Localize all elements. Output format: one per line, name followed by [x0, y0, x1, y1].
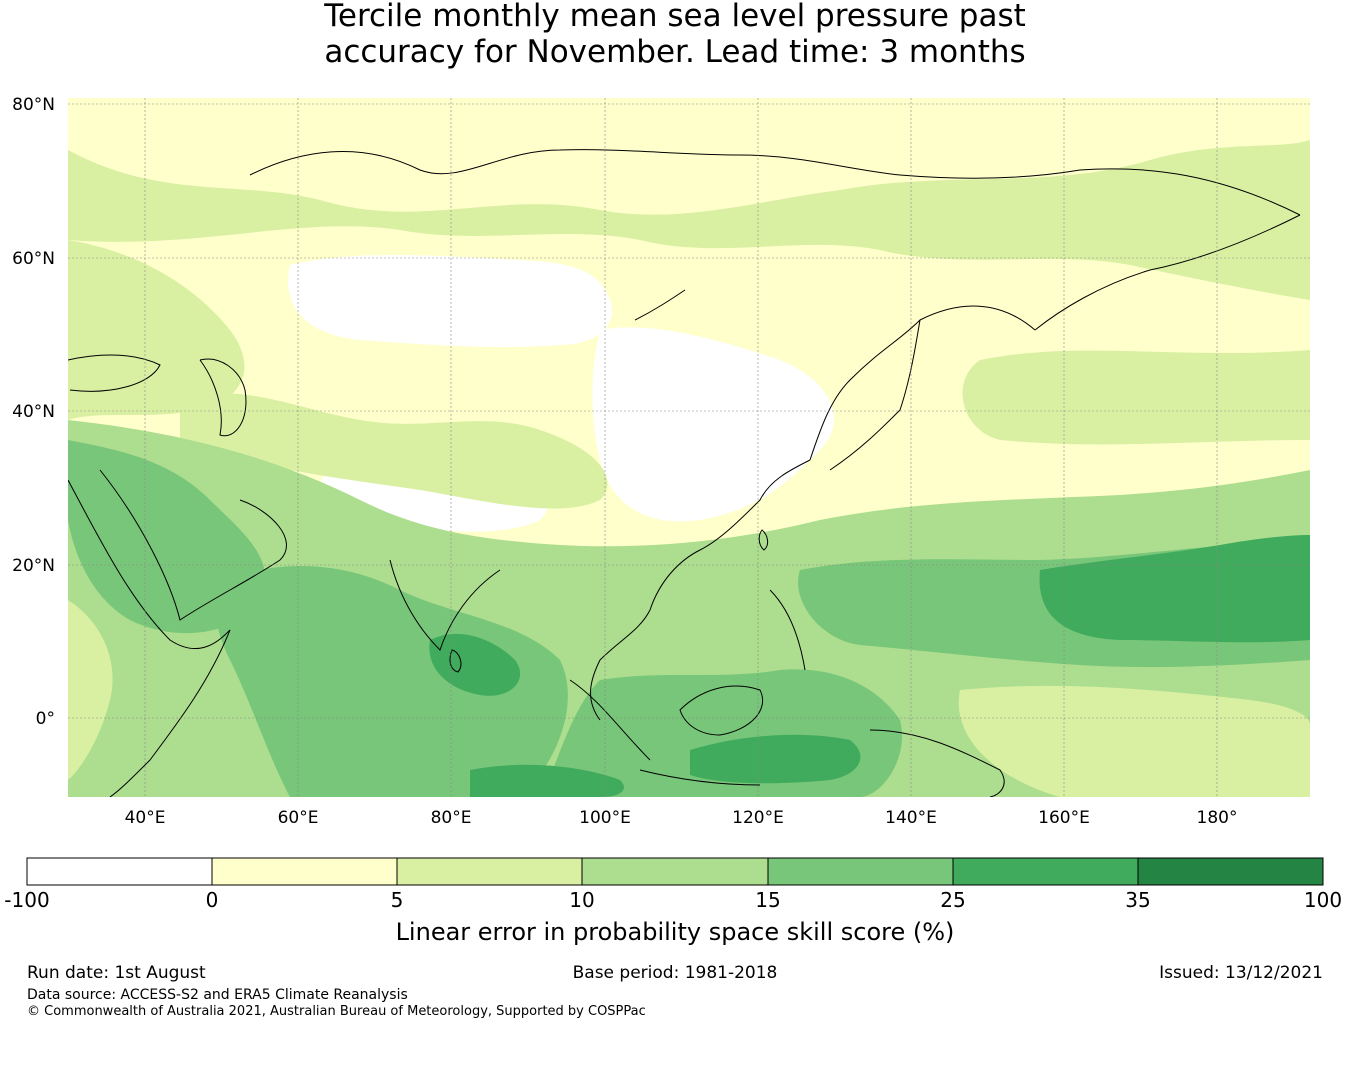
- coastline-china: [649, 459, 811, 611]
- chart-title-line-2: accuracy for November. Lead time: 3 mont…: [324, 34, 1026, 70]
- run-date: Run date: 1st August: [27, 963, 206, 983]
- region-arabia-light: [68, 600, 113, 780]
- coastline-sumatra: [569, 679, 651, 761]
- colorbar-tick-label: 25: [940, 888, 965, 912]
- coastline-new-guinea: [869, 729, 1005, 797]
- region-siberia-band: [68, 140, 1310, 300]
- region-arabia: [68, 440, 266, 634]
- region-equatorial-pacific: [958, 685, 1310, 797]
- coastlines: [68, 149, 1301, 797]
- region-japan-band: [962, 350, 1310, 445]
- colorbar-tick-label: 10: [569, 888, 594, 912]
- region-west-russia: [68, 240, 245, 420]
- colorbar-frame: [26, 857, 1324, 886]
- region-north-china-white: [592, 327, 835, 522]
- colorbar-swatch-6: [953, 858, 1138, 885]
- lon-label-120e: 120°E: [732, 808, 784, 828]
- coastline-arctic: [249, 149, 1301, 216]
- colorbar-swatch-7: [1138, 858, 1323, 885]
- coastline-java: [639, 769, 761, 786]
- colorbar-swatch-3: [397, 858, 582, 885]
- base-period: Base period: 1981-2018: [572, 963, 778, 983]
- copyright: © Commonwealth of Australia 2021, Austra…: [27, 1004, 646, 1019]
- coastline-lake-baikal: [634, 289, 686, 321]
- colorbar-swatch-2: [212, 858, 397, 885]
- lon-label-80e: 80°E: [431, 808, 472, 828]
- lat-label-80n: 80°N: [12, 95, 55, 115]
- colorbar-tick-label: 0: [206, 888, 219, 912]
- region-indonesia-sea: [690, 734, 861, 784]
- issued-date: Issued: 13/12/2021: [1159, 963, 1323, 983]
- colorbar-tick-label: 100: [1304, 888, 1342, 912]
- colorbar-tick-label: -100: [4, 888, 49, 912]
- region-central-pacific: [1039, 535, 1310, 643]
- graticule: [68, 98, 1310, 797]
- colorbar-tick-label: 15: [755, 888, 780, 912]
- lat-label-0: 0°: [36, 709, 55, 729]
- coastline-taiwan: [758, 529, 769, 551]
- data-source: Data source: ACCESS-S2 and ERA5 Climate …: [27, 987, 408, 1003]
- lon-label-40e: 40°E: [125, 808, 166, 828]
- lon-label-100e: 100°E: [579, 808, 631, 828]
- coastline-japan: [829, 319, 921, 471]
- colorbar-swatch-1: [27, 858, 212, 885]
- coastline-black-sea: [68, 354, 161, 392]
- colorbar-tick-label: 5: [391, 888, 404, 912]
- coastline-borneo: [679, 685, 764, 736]
- lon-label-140e: 140°E: [885, 808, 937, 828]
- region-south-sea: [470, 764, 624, 797]
- region-bay-of-bengal: [429, 633, 521, 696]
- colorbar-title: Linear error in probability space skill …: [396, 918, 955, 946]
- colorbar-swatch-4: [582, 858, 768, 885]
- chart-title-line-1: Tercile monthly mean sea level pressure …: [324, 0, 1026, 34]
- lon-label-60e: 60°E: [278, 808, 319, 828]
- colorbar-dividers: [211, 858, 1139, 885]
- lon-label-180: 180°: [1197, 808, 1238, 828]
- lat-label-20n: 20°N: [12, 556, 55, 576]
- skill-field: [68, 98, 1310, 797]
- lon-label-160e: 160°E: [1038, 808, 1090, 828]
- coastline-india: [389, 559, 501, 651]
- coastline-sri-lanka: [449, 649, 462, 673]
- lat-label-60n: 60°N: [12, 249, 55, 269]
- lat-label-40n: 40°N: [12, 402, 55, 422]
- colorbar-swatch-5: [768, 858, 953, 885]
- region-midlat-green: [180, 393, 608, 509]
- colorbar-tick-label: 35: [1125, 888, 1150, 912]
- coastline-pacific-east: [809, 214, 1301, 461]
- region-indian-ocean: [214, 566, 568, 797]
- coastline-philippines: [769, 589, 806, 671]
- coastline-caspian: [199, 358, 247, 437]
- colorbar: -100 0 5 10 15 25 35 100 Linear error in…: [4, 857, 1342, 946]
- coastline-africa: [68, 479, 231, 797]
- coastline-arabia: [99, 469, 287, 621]
- region-central-asia-white: [288, 255, 612, 348]
- coastline-indochina: [590, 609, 651, 721]
- map-figure: 80°N 60°N 40°N 20°N 0° 40°E 60°E 80°E 10…: [4, 95, 1342, 946]
